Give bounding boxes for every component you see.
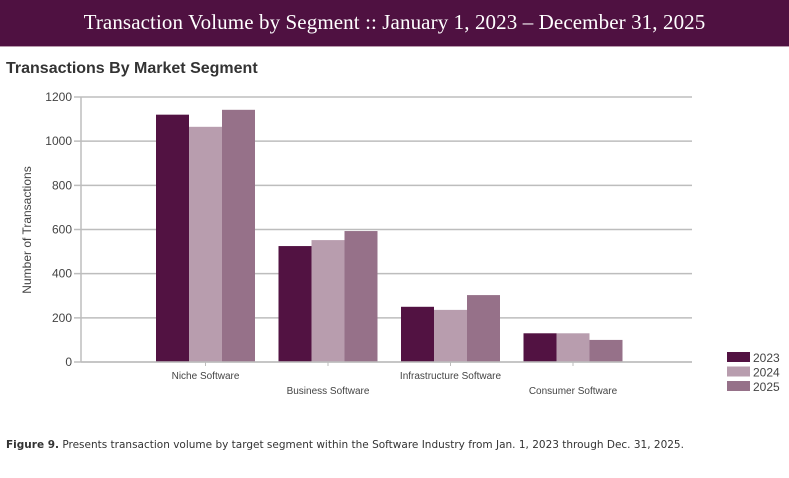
bar-2025-1: [344, 231, 378, 362]
bars: [156, 109, 623, 363]
legend-swatch-2024: [727, 366, 750, 377]
y-tick-label: 1000: [45, 134, 72, 148]
bar-2024-1: [311, 240, 345, 362]
bar-2023-3: [523, 333, 557, 362]
x-category-label: Niche Software: [172, 371, 240, 382]
legend-swatch-2023: [727, 352, 750, 362]
header-banner: Transaction Volume by Segment :: January…: [0, 0, 789, 47]
legend-label-2024: 2024: [753, 366, 780, 380]
bar-2025-3: [589, 339, 623, 362]
bar-2025-2: [467, 295, 500, 362]
caption-label: Figure 9.: [6, 439, 60, 451]
y-tick-label: 800: [52, 178, 72, 192]
y-tick-label: 400: [52, 267, 72, 281]
page-title: Transaction Volume by Segment :: January…: [83, 10, 706, 34]
legend-label-2023: 2023: [753, 351, 780, 365]
y-axis-title: Number of Transactions: [20, 166, 34, 293]
bar-2023-1: [278, 246, 312, 362]
y-tick-label: 600: [52, 223, 72, 237]
bar-2023-2: [401, 306, 434, 362]
x-category-label: Infrastructure Software: [400, 371, 502, 382]
bar-2024-0: [189, 126, 222, 362]
x-axis: Niche Software Business Software Infrastru…: [81, 361, 692, 397]
y-tick-label: 0: [65, 355, 72, 369]
bar-2024-3: [556, 333, 590, 362]
y-tick-label: 200: [52, 311, 72, 325]
bar-chart: 0 200 400 600 800 1000 1200 Niche Software Busi…: [20, 90, 780, 397]
chart-title: Transactions By Market Segment: [6, 60, 258, 77]
bar-2024-2: [434, 309, 467, 362]
bar-2023-0: [156, 114, 189, 363]
legend-swatch-2025: [727, 381, 750, 391]
y-tick-label: 1200: [45, 90, 72, 104]
x-category-label: Business Software: [287, 386, 370, 397]
figure-caption: Figure 9. Presents transaction volume by…: [6, 439, 684, 451]
legend-label-2025: 2025: [753, 380, 780, 394]
x-category-label: Consumer Software: [529, 386, 618, 397]
y-axis: 0 200 400 600 800 1000 1200: [45, 90, 82, 369]
bar-2025-0: [222, 109, 255, 362]
caption-text: Presents transaction volume by target se…: [59, 439, 684, 451]
